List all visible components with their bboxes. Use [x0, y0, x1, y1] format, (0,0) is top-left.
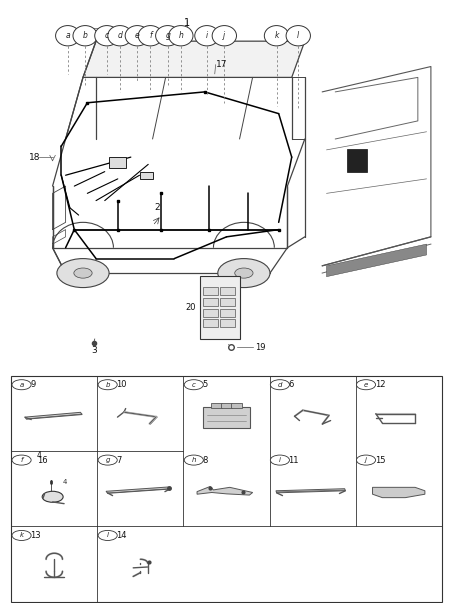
Text: 10: 10 — [116, 380, 127, 389]
Circle shape — [156, 26, 180, 46]
Text: e: e — [364, 382, 368, 388]
Text: i: i — [279, 457, 281, 463]
Text: 5: 5 — [202, 380, 207, 389]
Text: 2: 2 — [154, 203, 160, 213]
Text: h: h — [192, 457, 196, 463]
FancyBboxPatch shape — [202, 298, 218, 306]
FancyBboxPatch shape — [211, 403, 222, 408]
Polygon shape — [327, 244, 427, 276]
Text: d: d — [278, 382, 282, 388]
Text: 19: 19 — [255, 343, 265, 352]
Text: k: k — [275, 31, 279, 40]
Text: 1: 1 — [184, 18, 190, 27]
Circle shape — [169, 26, 193, 46]
Text: 4: 4 — [37, 451, 42, 460]
Text: l: l — [297, 31, 299, 40]
Circle shape — [56, 26, 80, 46]
Circle shape — [12, 379, 31, 390]
Text: 11: 11 — [289, 456, 299, 465]
Circle shape — [270, 379, 289, 390]
Polygon shape — [197, 487, 253, 495]
FancyBboxPatch shape — [202, 309, 218, 317]
Text: 15: 15 — [375, 456, 385, 465]
Text: 8: 8 — [202, 456, 208, 465]
Ellipse shape — [57, 259, 109, 287]
Text: j: j — [365, 457, 367, 463]
Circle shape — [95, 26, 119, 46]
Text: 13: 13 — [30, 531, 41, 540]
Polygon shape — [83, 41, 305, 77]
Circle shape — [125, 26, 149, 46]
Polygon shape — [25, 412, 82, 419]
Text: a: a — [19, 382, 24, 388]
Text: 12: 12 — [375, 380, 385, 389]
Circle shape — [12, 530, 31, 540]
Text: b: b — [106, 382, 110, 388]
Circle shape — [357, 379, 376, 390]
FancyBboxPatch shape — [220, 320, 235, 328]
FancyBboxPatch shape — [220, 287, 235, 295]
Text: k: k — [19, 532, 24, 538]
Text: c: c — [192, 382, 196, 388]
Ellipse shape — [235, 268, 253, 278]
Text: 4: 4 — [63, 479, 67, 485]
Circle shape — [138, 26, 163, 46]
Text: h: h — [178, 31, 183, 40]
Circle shape — [108, 26, 132, 46]
FancyBboxPatch shape — [140, 172, 153, 179]
Text: a: a — [65, 31, 70, 40]
Circle shape — [42, 491, 63, 502]
Circle shape — [184, 455, 203, 465]
Text: i: i — [206, 31, 208, 40]
Circle shape — [184, 379, 203, 390]
Text: 20: 20 — [186, 303, 196, 312]
Text: 17: 17 — [216, 60, 227, 69]
Text: g: g — [165, 31, 170, 40]
Text: 9: 9 — [30, 380, 35, 389]
Text: 7: 7 — [116, 456, 122, 465]
Text: e: e — [135, 31, 140, 40]
FancyBboxPatch shape — [231, 403, 242, 408]
Circle shape — [195, 26, 219, 46]
Circle shape — [212, 26, 236, 46]
FancyBboxPatch shape — [220, 309, 235, 317]
Text: g: g — [106, 457, 110, 463]
Text: 16: 16 — [37, 456, 47, 465]
Circle shape — [265, 26, 289, 46]
Text: 14: 14 — [116, 531, 127, 540]
Text: 3: 3 — [91, 347, 97, 356]
Text: d: d — [117, 31, 122, 40]
FancyBboxPatch shape — [203, 407, 250, 428]
Circle shape — [98, 455, 117, 465]
Polygon shape — [372, 487, 425, 498]
Polygon shape — [276, 488, 345, 493]
Polygon shape — [106, 487, 170, 493]
Circle shape — [357, 455, 376, 465]
Text: c: c — [105, 31, 109, 40]
Circle shape — [98, 530, 117, 540]
FancyBboxPatch shape — [199, 276, 241, 339]
Text: 18: 18 — [29, 153, 40, 161]
Text: j: j — [223, 31, 226, 40]
Circle shape — [270, 455, 289, 465]
Ellipse shape — [218, 259, 270, 287]
Text: 6: 6 — [289, 380, 294, 389]
FancyBboxPatch shape — [221, 403, 232, 408]
Text: l: l — [106, 532, 109, 538]
Circle shape — [12, 455, 31, 465]
Text: f: f — [20, 457, 23, 463]
FancyBboxPatch shape — [347, 149, 366, 172]
Text: f: f — [149, 31, 152, 40]
FancyBboxPatch shape — [202, 320, 218, 328]
Circle shape — [286, 26, 310, 46]
Circle shape — [98, 379, 117, 390]
Text: b: b — [83, 31, 87, 40]
FancyBboxPatch shape — [220, 298, 235, 306]
Circle shape — [73, 26, 97, 46]
Ellipse shape — [74, 268, 92, 278]
FancyBboxPatch shape — [202, 287, 218, 295]
FancyBboxPatch shape — [109, 157, 126, 168]
